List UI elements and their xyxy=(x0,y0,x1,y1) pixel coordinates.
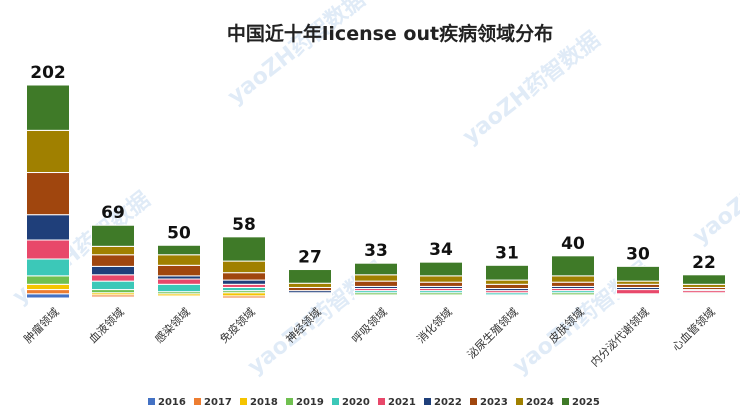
bar-segment-2024 xyxy=(157,254,201,266)
bar-segment-2021 xyxy=(616,289,660,295)
total-labels: 202 69 50 58 27 33 34 31 40 30 22 xyxy=(30,63,716,273)
bar-segment-2023 xyxy=(222,272,266,281)
bar-segment-2024 xyxy=(354,274,398,282)
legend-swatch xyxy=(194,398,201,405)
legend: 2016 2017 2018 2019 2020 2021 2022 2023 2024 2025 xyxy=(148,397,600,408)
bar-segment-2023 xyxy=(485,283,529,290)
bar-segment-2020 xyxy=(157,283,201,293)
bar-segment-2025 xyxy=(26,84,70,131)
bar-segment-2023 xyxy=(551,281,595,287)
total-label: 58 xyxy=(232,215,256,235)
bar-segment-2017 xyxy=(26,289,70,295)
bar-segment-2024 xyxy=(419,275,463,283)
bar-segment-2023 xyxy=(26,172,70,216)
bar-segment-2024 xyxy=(26,129,70,174)
bar-segment-2023 xyxy=(157,264,201,277)
bar-segment-2021 xyxy=(26,239,70,260)
bar-segment-2022 xyxy=(91,265,135,276)
bar-segment-2023 xyxy=(354,280,398,287)
total-label: 40 xyxy=(561,234,585,254)
bar-segment-2025 xyxy=(222,236,266,262)
category-label: 消化领域 xyxy=(414,305,455,346)
bar-segment-2025 xyxy=(551,255,595,277)
legend-label: 2022 xyxy=(434,397,462,408)
bar-segment-2025 xyxy=(288,269,332,284)
bar-segment-2018 xyxy=(26,283,70,291)
legend-swatch xyxy=(562,398,569,405)
bar-segment-2020 xyxy=(26,258,70,277)
category-label: 泌尿生殖领域 xyxy=(464,305,521,362)
bar-segment-2022 xyxy=(222,279,266,285)
bar-segment-2021 xyxy=(91,274,135,282)
total-label: 69 xyxy=(101,203,125,223)
bar-segment-2020 xyxy=(91,280,135,291)
watermark-text: yaoZH药智数据 xyxy=(223,0,370,110)
bar-segment-2024 xyxy=(222,260,266,274)
bar-segment-2023 xyxy=(91,254,135,267)
bar-segment-2024 xyxy=(91,245,135,256)
chart-title: 中国近十年license out疾病领域分布 xyxy=(227,22,553,45)
bar-segment-2025 xyxy=(485,264,529,281)
category-label: 心血管领域 xyxy=(669,305,718,354)
legend-swatch xyxy=(148,398,155,405)
legend-label: 2020 xyxy=(342,397,370,408)
watermark-text: yaoZH药智数据 xyxy=(458,27,605,150)
legend-label: 2023 xyxy=(480,397,508,408)
category-label: 免疫领域 xyxy=(217,305,258,346)
legend-label: 2024 xyxy=(526,397,554,408)
total-label: 22 xyxy=(692,253,716,273)
bar-segment-2025 xyxy=(682,274,726,285)
category-label: 肿瘤领域 xyxy=(21,305,62,346)
legend-swatch xyxy=(240,398,247,405)
legend-label: 2025 xyxy=(572,397,600,408)
legend-label: 2016 xyxy=(158,397,186,408)
legend-label: 2021 xyxy=(388,397,416,408)
legend-label: 2018 xyxy=(250,397,278,408)
total-label: 31 xyxy=(495,243,519,263)
bar-segment-2024 xyxy=(551,275,595,283)
total-label: 27 xyxy=(298,248,322,268)
bar-segment-2022 xyxy=(26,214,70,241)
category-label: 血液领域 xyxy=(86,305,127,346)
legend-label: 2017 xyxy=(204,397,232,408)
total-label: 33 xyxy=(364,241,388,261)
bar-segment-2019 xyxy=(26,275,70,285)
legend-swatch xyxy=(424,398,431,405)
bar-segment-2025 xyxy=(354,262,398,276)
bar-segment-2021 xyxy=(157,278,201,285)
bar-segment-2025 xyxy=(419,261,463,277)
bar-segment-2023 xyxy=(419,281,463,287)
bar-segment-2016 xyxy=(26,293,70,299)
total-label: 30 xyxy=(626,244,650,264)
legend-swatch xyxy=(286,398,293,405)
bar-segment-2024 xyxy=(485,279,529,285)
category-label: 感染领域 xyxy=(152,305,193,346)
legend-label: 2019 xyxy=(296,397,324,408)
bar-segment-2025 xyxy=(616,265,660,282)
total-label: 202 xyxy=(30,63,66,83)
bar-segment-2025 xyxy=(91,224,135,247)
legend-swatch xyxy=(470,398,477,405)
watermark-text: yaoZH药智数据 xyxy=(688,127,740,250)
legend-swatch xyxy=(378,398,385,405)
bar-segment-2024 xyxy=(288,282,332,288)
legend-swatch xyxy=(332,398,339,405)
total-label: 34 xyxy=(429,240,453,260)
bars xyxy=(26,84,726,299)
total-label: 50 xyxy=(167,223,191,243)
category-label: 呼吸领域 xyxy=(349,306,389,346)
bar-segment-2025 xyxy=(157,244,201,256)
legend-swatch xyxy=(516,398,523,405)
category-labels: 肿瘤领域 血液领域 感染领域 免疫领域 神经领域 呼吸领域 消化领域 泌尿生殖领域 皮肤领域 内分… xyxy=(21,305,718,369)
